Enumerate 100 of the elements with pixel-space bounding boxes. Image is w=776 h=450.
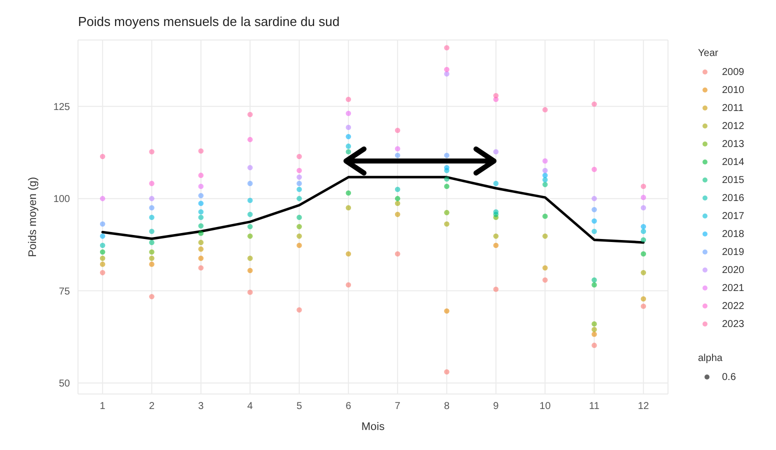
point: [394, 196, 400, 202]
point: [247, 164, 253, 170]
point: [198, 240, 204, 246]
point: [592, 342, 597, 348]
x-tick-label: 7: [394, 401, 401, 412]
x-tick-label: 11: [589, 401, 600, 412]
text: 0.6: [722, 372, 736, 382]
point: [640, 251, 646, 257]
point: [444, 66, 450, 72]
legend-label: 2021: [722, 282, 744, 294]
point: [346, 96, 352, 102]
point: [640, 270, 646, 276]
point: [296, 307, 302, 313]
point: [394, 146, 400, 152]
point: [100, 221, 106, 227]
point: [149, 149, 154, 154]
point: [493, 209, 499, 214]
x-tick-label: 6: [346, 401, 352, 412]
point: [542, 158, 548, 164]
point: [296, 214, 302, 220]
point: [100, 242, 106, 248]
legend-title: Year: [698, 48, 720, 59]
point: [592, 206, 597, 212]
x-tick-label: 8: [444, 401, 450, 412]
point: [100, 154, 106, 160]
point: [296, 224, 302, 230]
point: [592, 196, 597, 202]
point: [394, 251, 400, 257]
point: [592, 332, 597, 337]
point: [542, 107, 548, 112]
point: [100, 262, 106, 267]
point: [247, 112, 253, 118]
point: [149, 205, 154, 210]
point: [247, 256, 253, 261]
point: [640, 205, 646, 210]
point: [444, 184, 450, 190]
point: [493, 234, 499, 239]
legend-label: 2012: [722, 120, 744, 132]
point: [100, 270, 106, 276]
point: [394, 128, 400, 133]
point: [592, 228, 597, 234]
x-tick-label: 12: [638, 401, 650, 412]
point: [296, 168, 302, 174]
point: [149, 262, 154, 267]
legend-label: 2023: [722, 318, 744, 330]
point: [346, 134, 352, 140]
point: [346, 190, 352, 196]
point: [444, 71, 450, 77]
legend-label: 2011: [722, 102, 744, 114]
y-axis-title: Poids moyen (g): [26, 176, 39, 258]
point: [592, 326, 597, 332]
point: [592, 282, 597, 288]
point: [149, 196, 154, 202]
point: [542, 177, 548, 182]
point: [346, 205, 352, 210]
x-tick-label: 4: [247, 401, 254, 412]
point: [640, 194, 646, 200]
x-tick-label: 10: [540, 401, 552, 412]
legend-label: 2019: [722, 246, 744, 258]
y-tick-label: 100: [53, 194, 70, 206]
point: [296, 234, 302, 239]
point: [100, 249, 106, 255]
point: [493, 286, 499, 292]
point: [444, 176, 450, 182]
point: [542, 182, 548, 188]
point: [444, 308, 450, 314]
point: [247, 234, 253, 239]
point: [100, 196, 106, 202]
point: [394, 152, 400, 158]
point: [149, 214, 154, 220]
point: [149, 240, 154, 246]
point: [247, 212, 253, 218]
point: [296, 196, 302, 202]
x-tick-label: 1: [100, 401, 106, 412]
point: [149, 228, 154, 234]
legend-label: 2020: [722, 264, 744, 276]
point: [592, 218, 597, 224]
point: [640, 296, 646, 302]
legend-label: 2017: [722, 210, 744, 222]
point: [247, 268, 253, 274]
legend-label: 2018: [722, 228, 744, 240]
legend-label: 2014: [722, 156, 744, 168]
point: [198, 200, 204, 206]
point: [149, 249, 154, 255]
point: [444, 45, 450, 50]
line-series: [101, 176, 645, 244]
point: [640, 224, 646, 230]
point: [444, 152, 450, 158]
point: [592, 102, 597, 107]
point: [592, 277, 597, 283]
point: [198, 265, 204, 271]
point: [542, 277, 548, 283]
point: [198, 184, 204, 190]
point: [100, 234, 106, 239]
point: [198, 256, 204, 261]
x-tick-label: 3: [198, 401, 204, 412]
legend-label: 2013: [722, 138, 744, 150]
point: [198, 230, 204, 236]
point: [640, 237, 646, 243]
point: [247, 224, 253, 230]
